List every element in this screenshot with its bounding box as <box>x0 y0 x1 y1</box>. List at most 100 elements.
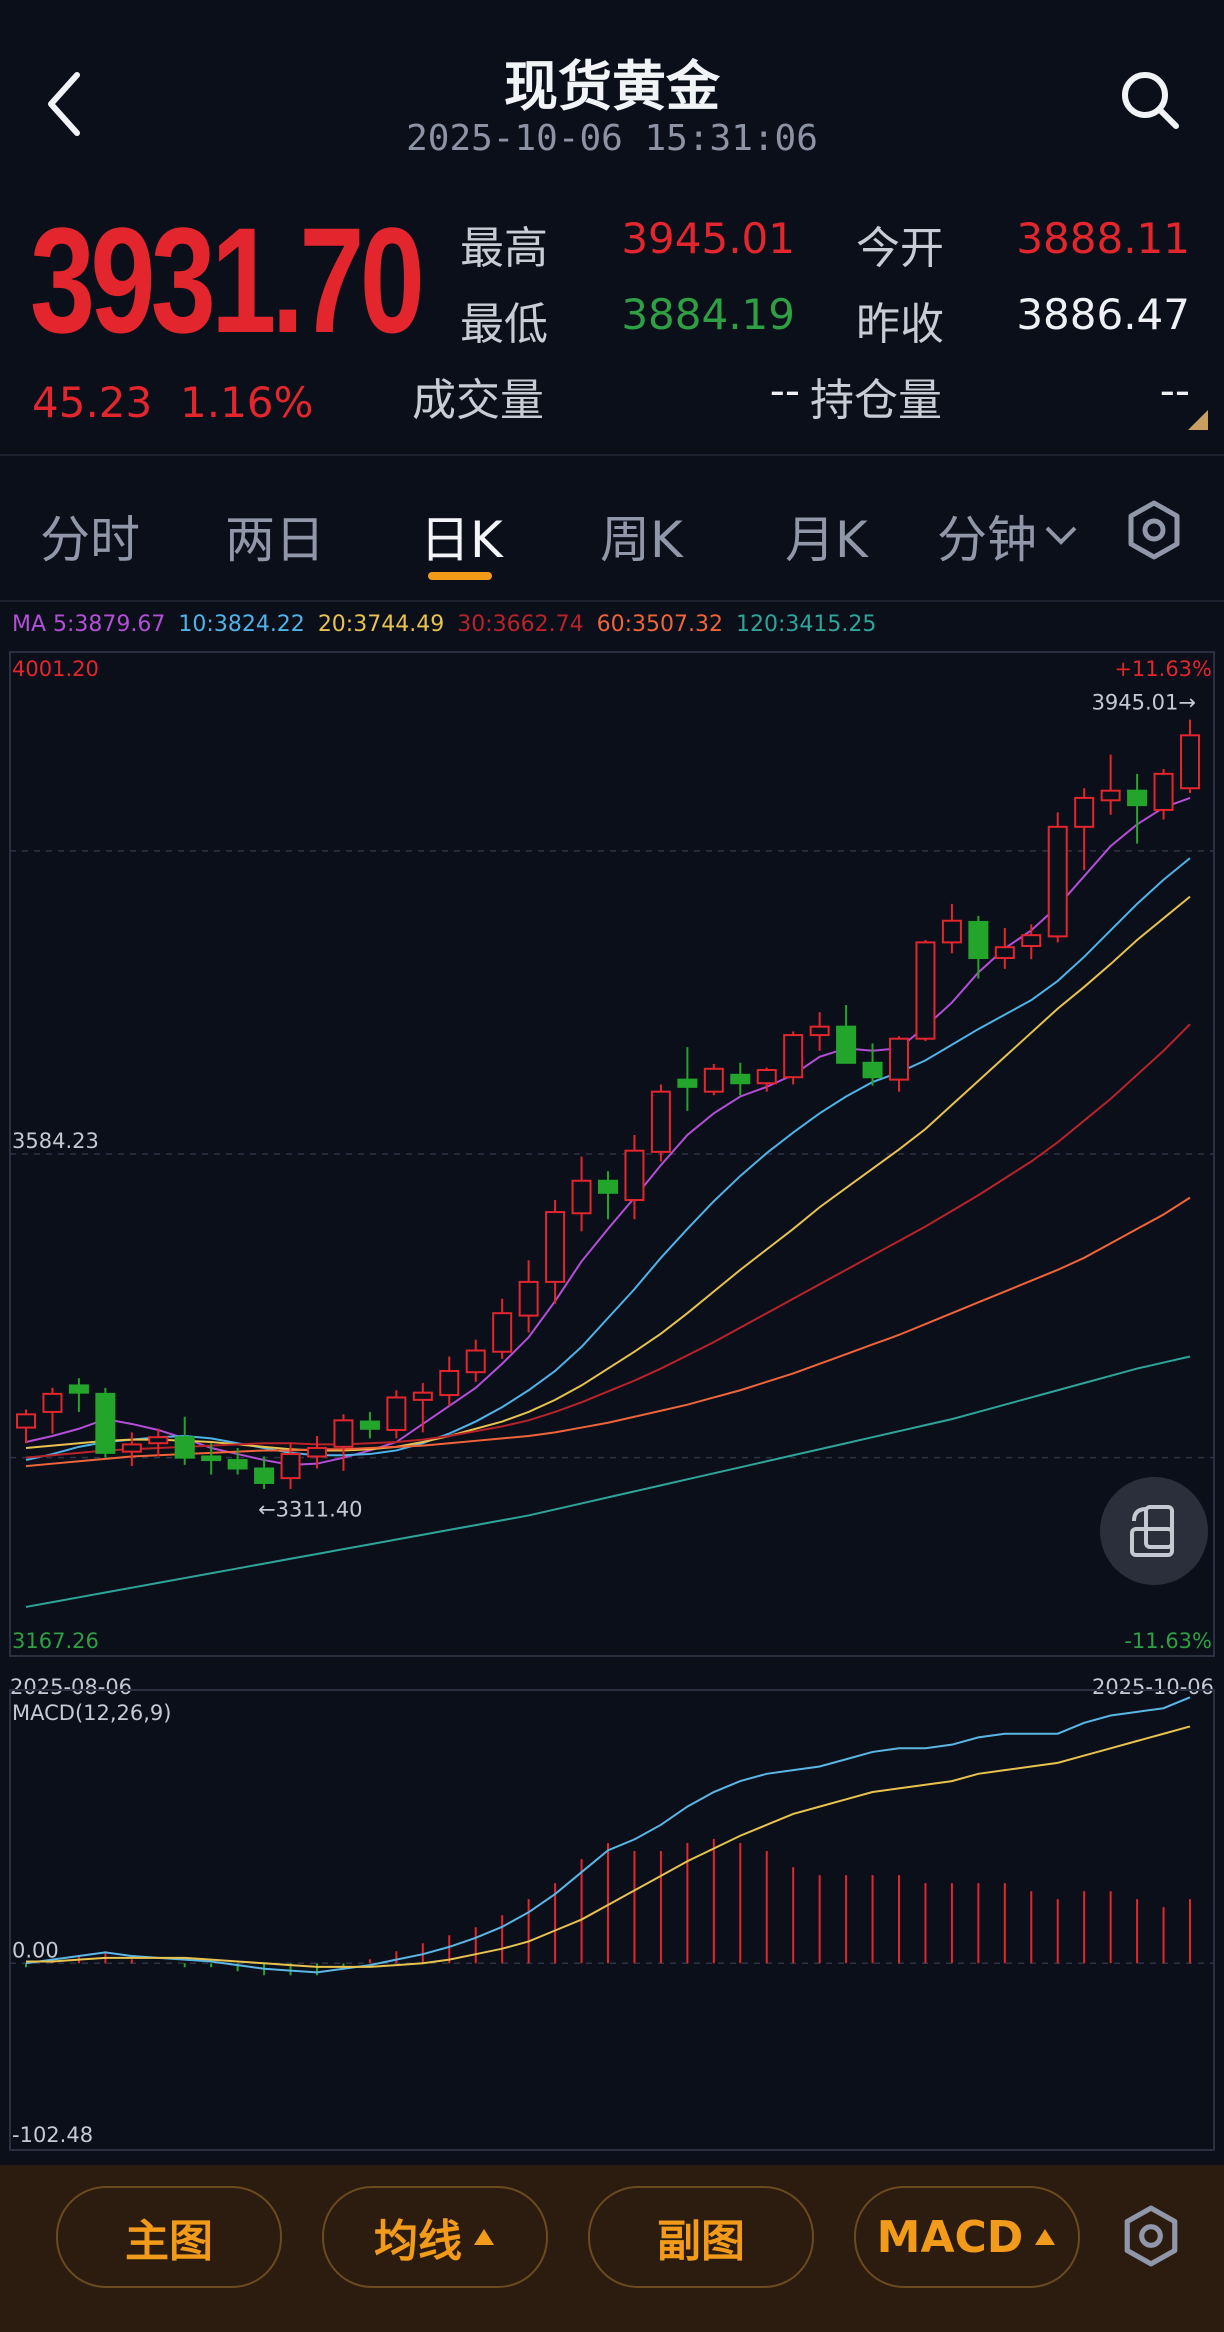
candlestick <box>1100 754 1121 815</box>
ma-line-2 <box>25 857 1191 1462</box>
candlestick <box>545 1200 566 1304</box>
macd-dea-line <box>26 1725 1191 1968</box>
candlestick <box>42 1387 63 1434</box>
candlestick <box>95 1387 116 1458</box>
active-tab-indicator <box>428 572 492 580</box>
candlestick <box>598 1171 618 1220</box>
back-button[interactable] <box>40 64 90 144</box>
candle-body <box>598 1179 618 1194</box>
low-annotation: ←3311.40 <box>258 1497 362 1521</box>
chevron-left-icon <box>48 72 80 136</box>
candlestick <box>650 1084 671 1162</box>
candlestick <box>227 1448 248 1475</box>
candle-body <box>412 1391 433 1401</box>
open-interest-label: 持仓量 <box>810 375 942 426</box>
candlestick <box>412 1383 433 1433</box>
rotate-screen-icon <box>1130 1505 1174 1557</box>
candlestick <box>1127 773 1148 844</box>
open-value: 3888.11 <box>1016 214 1190 263</box>
sub-chart-button[interactable]: 副图 <box>588 2186 814 2288</box>
candle-body <box>730 1073 751 1085</box>
candlestick <box>571 1156 592 1232</box>
candle-body <box>1047 825 1068 938</box>
price-change-percent: 1.16% <box>180 378 314 427</box>
candle-body <box>915 941 936 1040</box>
candle-body <box>174 1436 195 1459</box>
toolbar-settings-button[interactable] <box>1120 2205 1182 2271</box>
candle-body <box>862 1061 883 1079</box>
candle-body <box>1074 796 1095 828</box>
search-button[interactable] <box>1118 68 1182 132</box>
candle-body <box>280 1453 301 1480</box>
ma-legend-120: 120:3415.25 <box>735 612 877 637</box>
main-chart-label: 主图 <box>125 2216 213 2267</box>
prev-close-value: 3886.47 <box>1016 290 1190 339</box>
candlestick <box>968 915 989 979</box>
candle-body <box>941 919 962 944</box>
high-value: 3945.01 <box>621 214 795 263</box>
page-title: 现货黄金 <box>504 55 720 118</box>
candlestick <box>254 1456 275 1489</box>
landscape-toggle-button[interactable] <box>1100 1477 1208 1585</box>
caret-up-icon <box>1035 2229 1056 2245</box>
candlestick <box>889 1036 909 1092</box>
candle-body <box>465 1349 486 1374</box>
candle-body <box>121 1443 142 1453</box>
candle-body <box>809 1025 830 1037</box>
ma-line-5 <box>25 1196 1191 1468</box>
candlestick <box>518 1260 539 1333</box>
ma-line-3 <box>25 895 1191 1452</box>
tab-two-day[interactable]: 两日 <box>225 511 325 569</box>
candlestick <box>1153 769 1174 820</box>
candle-body <box>386 1396 407 1431</box>
chart-settings-button[interactable] <box>1124 500 1184 564</box>
open-interest-value: -- <box>1159 366 1190 415</box>
kline-chart[interactable]: 4001.20 +11.63% 3584.23 3167.26 -11.63% 2025-… <box>0 640 1224 2160</box>
candle-body <box>836 1025 857 1064</box>
candle-body <box>624 1149 645 1202</box>
tab-monthly-k[interactable]: 月K <box>785 511 868 569</box>
chevron-down-icon <box>1045 526 1077 545</box>
search-icon <box>1122 72 1179 129</box>
divider <box>0 454 1224 456</box>
candle-body <box>703 1067 724 1093</box>
tab-daily-k[interactable]: 日K <box>420 511 503 569</box>
candlestick <box>915 939 936 1042</box>
candlestick <box>280 1443 301 1489</box>
candle-body <box>492 1312 513 1353</box>
candle-body <box>518 1280 539 1317</box>
divider <box>0 600 1224 602</box>
y-label-bottom: 3167.26 <box>12 1629 99 1653</box>
tab-intraday[interactable]: 分时 <box>40 511 140 569</box>
candlestick <box>1021 924 1042 960</box>
tab-minute-label: 分钟 <box>937 511 1037 569</box>
candle-body <box>307 1447 327 1458</box>
tab-minute[interactable]: 分钟 <box>937 500 1079 572</box>
tab-weekly-k[interactable]: 周K <box>600 511 683 569</box>
macd-button[interactable]: MACD <box>854 2186 1080 2288</box>
candlestick <box>703 1063 724 1096</box>
price-change: 45.23 <box>32 378 153 427</box>
candle-body <box>571 1179 592 1215</box>
candle-body <box>439 1369 460 1397</box>
candlestick <box>1047 812 1068 943</box>
ma-lines-button[interactable]: 均线 <box>322 2186 548 2288</box>
candlestick <box>809 1012 830 1051</box>
candlestick <box>730 1062 751 1096</box>
ma-line-6 <box>25 1355 1191 1608</box>
candlestick <box>465 1339 486 1382</box>
low-value: 3884.19 <box>621 290 795 339</box>
candle-body <box>1127 789 1148 807</box>
candle-body <box>677 1078 698 1088</box>
expand-corner-icon[interactable] <box>1188 410 1208 430</box>
candlestick <box>333 1414 354 1471</box>
gear-icon <box>1124 2205 1178 2267</box>
candle-body <box>68 1384 89 1394</box>
candle-body <box>254 1467 275 1484</box>
volume-label: 成交量 <box>412 375 544 426</box>
candlestick <box>174 1416 195 1465</box>
candlestick <box>994 927 1015 969</box>
ma-legend-10: 10:3824.22 <box>178 612 305 637</box>
candlestick <box>121 1432 142 1467</box>
main-chart-button[interactable]: 主图 <box>56 2186 282 2288</box>
